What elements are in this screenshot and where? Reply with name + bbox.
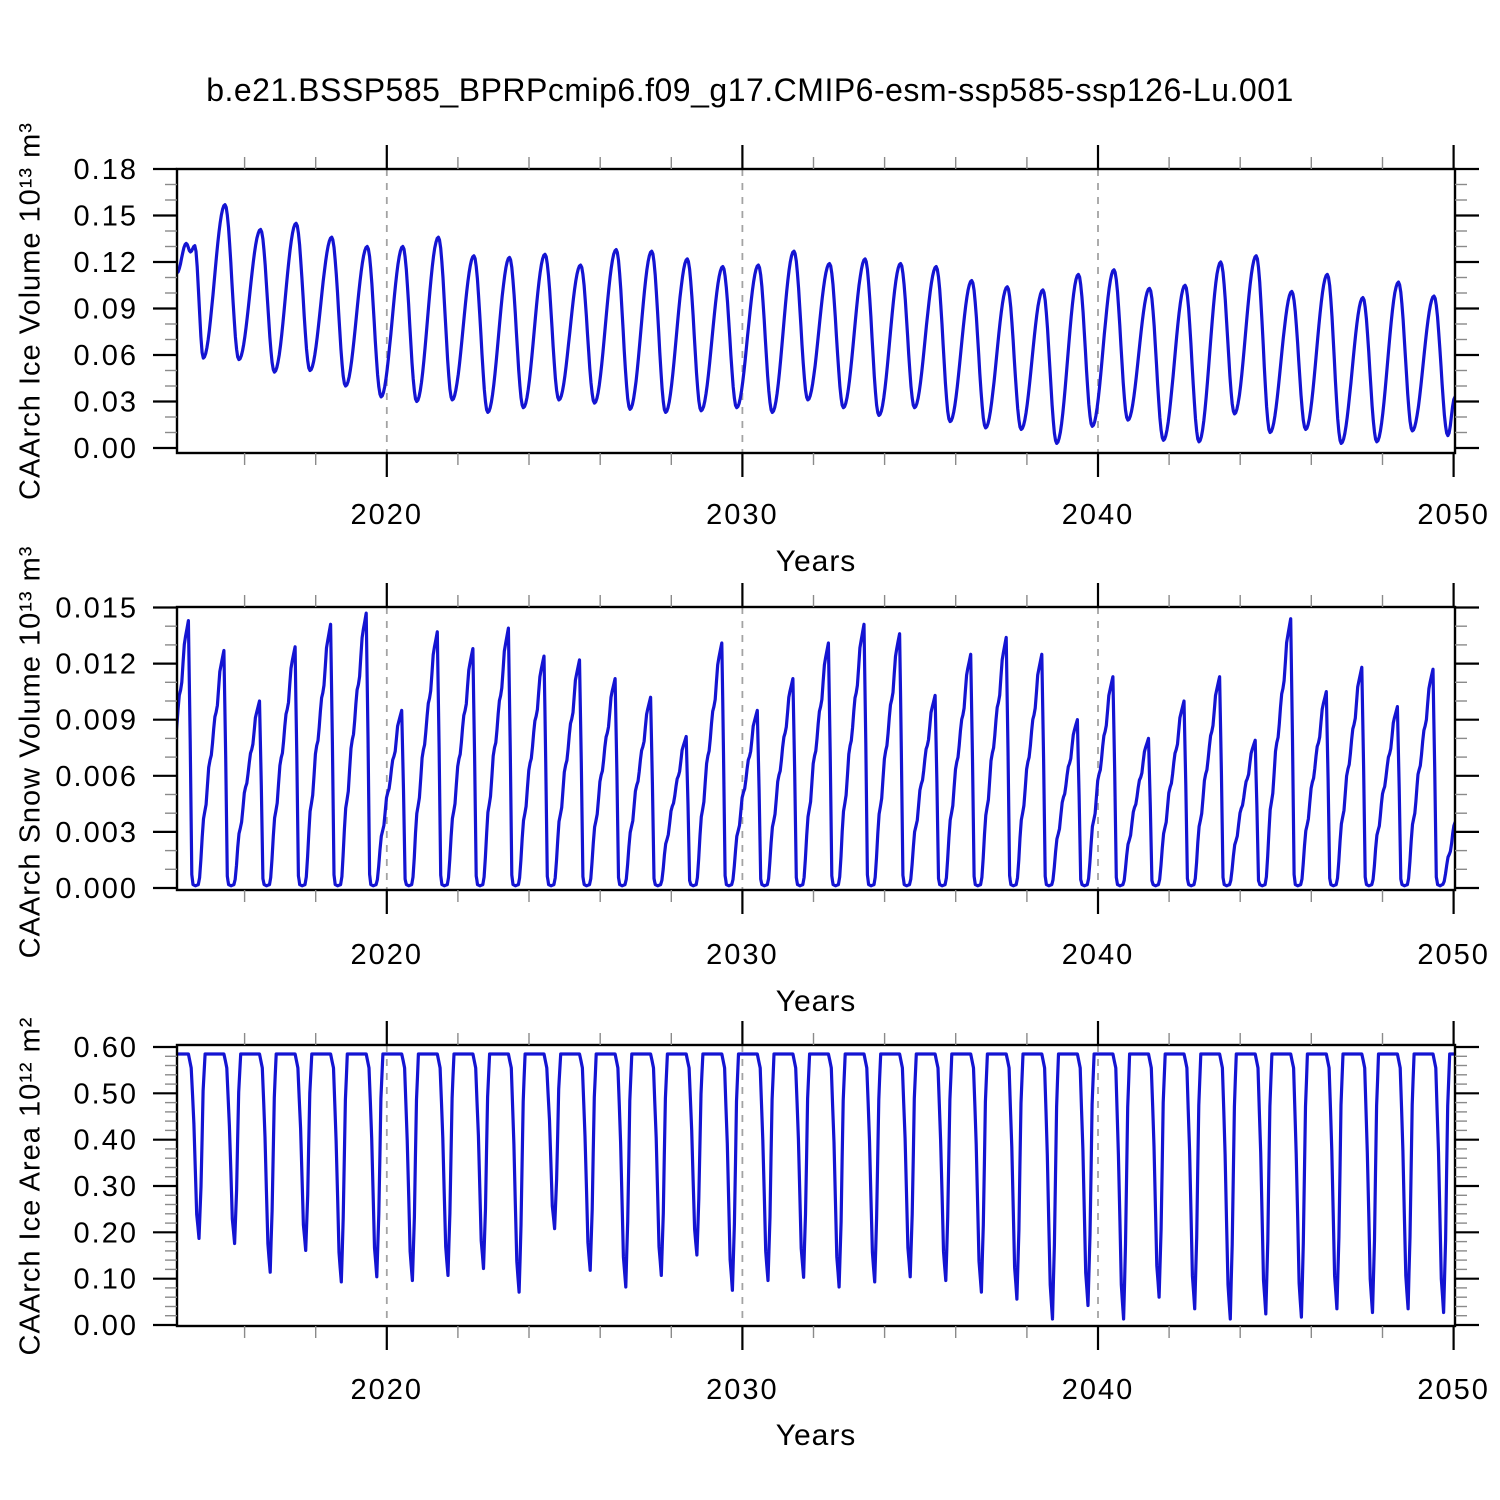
x-tick-label-2050: 2050 [1417,939,1490,971]
plot-frame [175,605,1457,892]
panel-snow_volume: 2020 2030 2040 2050 0.000 0.003 0.006 0.009 0.01… [55,583,1490,972]
y-tick-label-0.18: 0.18 [74,154,138,186]
x-tick-label-2020: 2020 [351,1374,424,1406]
y-tick-label-0.15: 0.15 [74,201,138,233]
x-tick-label-2030: 2030 [706,1374,779,1406]
y-tick-label-0.06: 0.06 [74,340,138,372]
x-axis-title-years-3: Years [775,1419,857,1452]
panel-ice_area: 2020 2030 2040 2050 0.00 0.10 0.20 0.30 0.40 0.50… [74,1021,1490,1406]
y-tick-label-0.006: 0.006 [55,761,138,793]
y-tick-label-0.12: 0.12 [74,247,138,279]
snow_volume-series-line [177,611,1455,888]
axis-ticks [153,145,1479,477]
y-tick-label-0.012: 0.012 [55,649,138,681]
y-tick-label-0.00: 0.00 [74,1310,138,1342]
x-tick-label-2040: 2040 [1062,499,1135,531]
y-tick-label-0.30: 0.30 [74,1171,138,1203]
y-tick-label-0.015: 0.015 [55,593,138,625]
axis-ticks [153,583,1479,914]
axis-ticks [153,1021,1479,1350]
ice_volume-series-line [177,203,1455,445]
figure-title: b.e21.BSSP585_BPRPcmip6.f09_g17.CMIP6-es… [206,72,1294,108]
y-tick-label-0.00: 0.00 [74,433,138,465]
y-tick-label-0.40: 0.40 [74,1125,138,1157]
x-tick-label-2050: 2050 [1417,1374,1490,1406]
x-tick-label-2020: 2020 [351,939,424,971]
x-axis-title-years-1: Years [775,545,857,578]
x-tick-label-2020: 2020 [351,499,424,531]
x-tick-label-2050: 2050 [1417,499,1490,531]
tick-labels: 2020 2030 2040 2050 0.00 0.03 0.06 0.09 0.12 0.15… [74,154,1490,531]
tick-labels: 2020 2030 2040 2050 0.00 0.10 0.20 0.30 0.40 0.50… [74,1032,1490,1406]
y-tick-label-0.50: 0.50 [74,1078,138,1110]
gridlines [385,169,1099,453]
x-tick-label-2030: 2030 [706,499,779,531]
x-axis-title-years-2: Years [775,985,857,1018]
panel-ice_volume: 2020 2030 2040 2050 0.00 0.03 0.06 0.09 0.12 0.15… [74,145,1490,531]
x-tick-label-2040: 2040 [1062,939,1135,971]
y-tick-label-0.09: 0.09 [74,294,138,326]
tick-labels: 2020 2030 2040 2050 0.000 0.003 0.006 0.009 0.01… [55,593,1490,972]
x-tick-label-2030: 2030 [706,939,779,971]
x-tick-label-2040: 2040 [1062,1374,1135,1406]
y-tick-label-0.009: 0.009 [55,705,138,737]
y-tick-label-0.20: 0.20 [74,1217,138,1249]
y-tick-label-0.60: 0.60 [74,1032,138,1064]
y-tick-label-0.000: 0.000 [55,873,138,905]
gridlines [385,607,1099,890]
y-tick-label-0.10: 0.10 [74,1264,138,1296]
plot-frame [175,167,1457,455]
ice_area-series-line [177,1052,1455,1321]
gridlines [385,1045,1099,1326]
y-tick-label-0.003: 0.003 [55,817,138,849]
y-tick-label-0.03: 0.03 [74,387,138,419]
